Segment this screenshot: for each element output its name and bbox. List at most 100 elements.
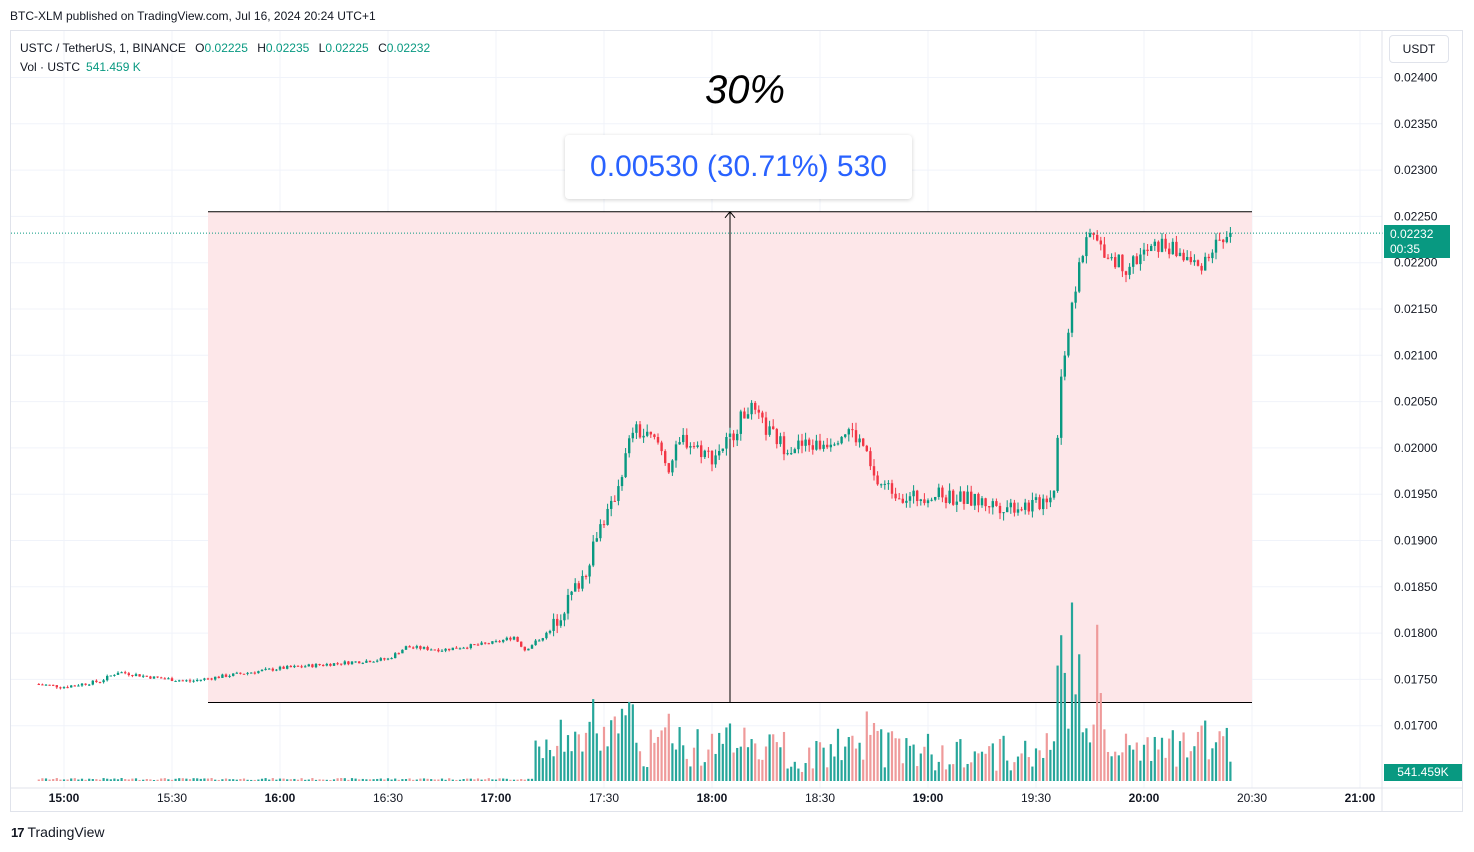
candle[interactable] [444,648,447,651]
candle[interactable] [811,445,814,450]
candle[interactable] [379,658,382,661]
candle[interactable] [199,679,202,681]
candle[interactable] [185,680,188,682]
candle[interactable] [746,414,750,419]
candle[interactable] [217,676,220,678]
candle[interactable] [469,644,472,649]
candle[interactable] [1117,254,1120,268]
candle[interactable] [296,665,300,667]
candle[interactable] [1114,257,1117,268]
candle[interactable] [707,450,710,452]
candle[interactable] [1103,244,1106,258]
candle[interactable] [919,499,922,501]
candle[interactable] [250,672,253,674]
candle[interactable] [390,658,393,660]
candle[interactable] [584,575,588,577]
candle[interactable] [836,443,840,445]
candle[interactable] [44,684,48,686]
candle[interactable] [840,436,843,444]
candle[interactable] [631,432,634,439]
candle[interactable] [541,638,544,641]
candle[interactable] [1146,249,1149,252]
candle[interactable] [239,672,242,674]
candle[interactable] [599,524,602,539]
candle[interactable] [48,684,51,686]
candle[interactable] [203,678,206,680]
candle[interactable] [1153,241,1156,246]
candle[interactable] [181,680,184,682]
candle[interactable] [484,642,487,644]
candle[interactable] [322,665,325,667]
candle[interactable] [415,646,418,648]
candle[interactable] [890,483,894,494]
candle[interactable] [710,450,714,465]
annotation-title[interactable]: 30% [704,68,786,112]
candle[interactable] [271,668,274,671]
candle[interactable] [714,455,717,465]
candle[interactable] [790,453,793,455]
candle[interactable] [750,402,753,415]
candle[interactable] [37,684,40,686]
candle[interactable] [1016,509,1020,513]
candle[interactable] [732,433,735,441]
candle[interactable] [278,666,282,670]
candle[interactable] [289,665,292,668]
candle[interactable] [1099,240,1102,245]
candle[interactable] [1207,256,1210,259]
candle[interactable] [451,647,454,651]
candle[interactable] [793,449,796,454]
candle[interactable] [55,685,58,688]
candle[interactable] [678,442,681,445]
candle[interactable] [494,641,498,643]
candle[interactable] [170,678,174,681]
candle[interactable] [340,663,343,665]
candle[interactable] [480,642,483,645]
candle[interactable] [595,538,598,542]
candle[interactable] [991,501,994,508]
candle[interactable] [149,676,152,679]
candle[interactable] [876,475,879,485]
candle[interactable] [545,632,548,639]
candle[interactable] [962,491,966,504]
candle[interactable] [188,680,192,682]
candle[interactable] [941,487,944,498]
candle[interactable] [930,499,933,501]
candle[interactable] [332,663,336,666]
candle[interactable] [1189,256,1192,263]
candle[interactable] [293,665,296,668]
candle[interactable] [1020,509,1023,511]
volume-label[interactable]: Vol · USTC [20,60,81,74]
candle[interactable] [1067,332,1070,356]
candle[interactable] [638,424,642,438]
candle[interactable] [620,477,624,487]
candle[interactable] [325,663,328,666]
candle[interactable] [192,680,195,682]
candle[interactable] [41,684,44,686]
candle[interactable] [851,429,854,431]
candle[interactable] [725,437,728,449]
candle[interactable] [898,498,901,500]
candle[interactable] [973,493,976,506]
candle[interactable] [88,684,91,686]
candle[interactable] [102,680,105,683]
candle[interactable] [995,501,998,506]
candle[interactable] [606,508,609,525]
candle[interactable] [944,497,948,503]
candle[interactable] [253,672,256,674]
candle[interactable] [1121,254,1124,272]
candle[interactable] [664,451,667,464]
candle[interactable] [1042,498,1045,510]
candle[interactable] [77,685,80,687]
candle[interactable] [696,445,699,447]
candle[interactable] [1024,502,1027,510]
candle[interactable] [210,678,213,680]
candle[interactable] [440,650,444,652]
candle[interactable] [516,636,519,642]
candle[interactable] [80,683,84,686]
candle[interactable] [1063,355,1066,377]
candle[interactable] [1204,256,1207,271]
candle[interactable] [1139,254,1142,265]
candle[interactable] [736,433,739,441]
candle[interactable] [73,685,76,687]
candle[interactable] [228,675,231,677]
